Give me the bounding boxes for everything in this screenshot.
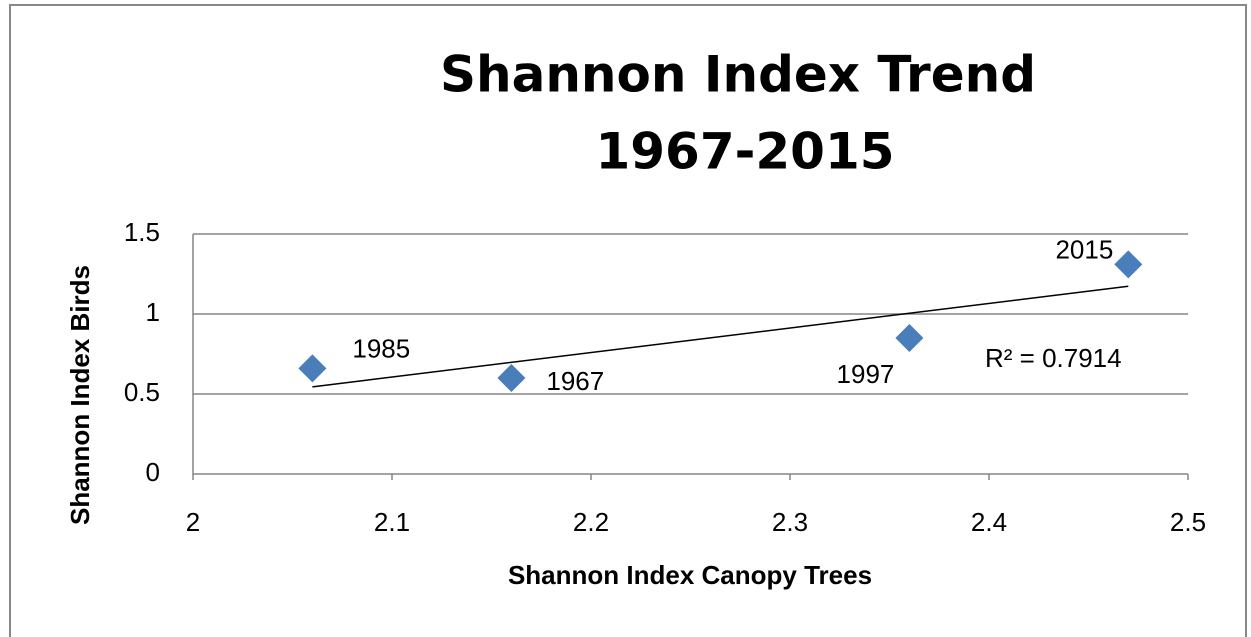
point-label: 1967	[546, 366, 604, 396]
chart-title: 1967-2015	[595, 123, 894, 181]
y-tick-label: 0	[146, 457, 160, 487]
annotation: R² = 0.7914	[985, 343, 1122, 373]
y-tick-label: 1.5	[124, 217, 160, 247]
x-tick-label: 2.2	[573, 507, 609, 537]
x-tick-label: 2.1	[374, 507, 410, 537]
x-tick-label: 2	[186, 507, 200, 537]
point	[895, 324, 924, 352]
x-tick-label: 2.4	[971, 507, 1007, 537]
y-tick-label: 1	[146, 297, 160, 327]
y-axis-label: Shannon Index Birds	[65, 265, 95, 525]
x-axis-label: Shannon Index Canopy Trees	[508, 560, 872, 590]
chart-title: Shannon Index Trend	[440, 46, 1036, 104]
point	[1114, 250, 1143, 279]
chart-frame	[9, 4, 1247, 637]
point-label: 1997	[837, 359, 895, 389]
point-label: 2015	[1055, 234, 1113, 264]
point	[497, 364, 526, 392]
point	[298, 354, 327, 383]
trendline	[312, 285, 1129, 388]
point-label: 1985	[352, 333, 410, 363]
y-tick-label: 0.5	[124, 377, 160, 407]
x-tick-label: 2.3	[772, 507, 808, 537]
x-tick-label: 2.5	[1170, 507, 1206, 537]
